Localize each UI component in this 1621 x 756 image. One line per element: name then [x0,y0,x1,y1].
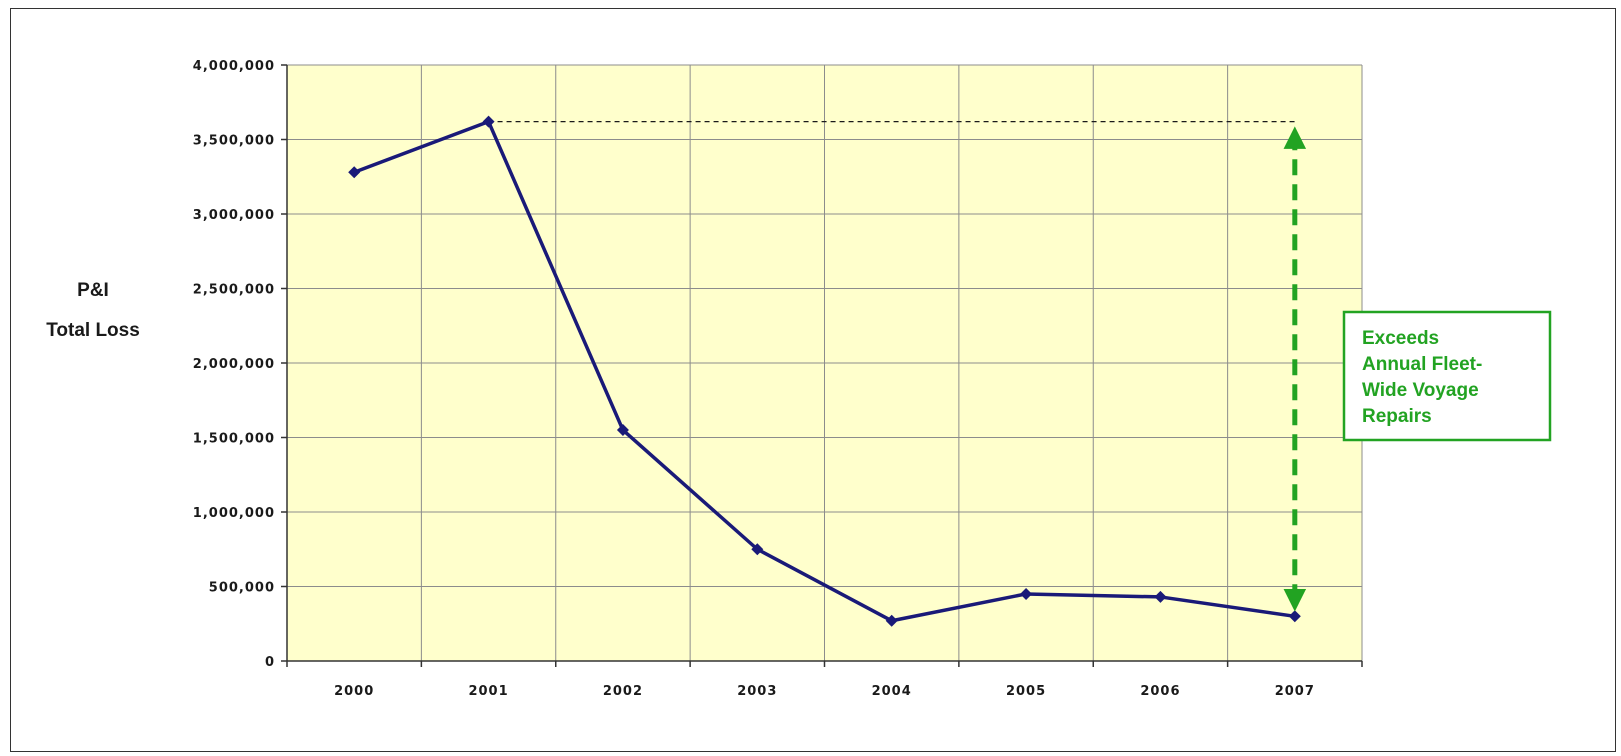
axes [281,64,1363,667]
annotation-line: Repairs [1362,406,1432,427]
x-tick-label: 2001 [468,684,508,699]
y-tick-label: 3,000,000 [193,208,275,223]
y-tick-label: 2,000,000 [193,357,275,372]
y-axis-label-line: P&I [77,280,109,301]
data-point-marker [751,543,764,556]
y-tick-label: 4,000,000 [193,59,275,74]
y-axis-label-line: Total Loss [46,320,140,341]
series-line [352,119,1297,623]
x-tick-label: 2004 [872,684,912,699]
y-axis-label: P&I Total Loss [46,280,140,341]
x-axis-tick-labels: 2000 2001 2002 2003 2004 2005 2006 2007 [334,684,1315,699]
x-tick-label: 2006 [1140,684,1180,699]
data-point-marker [348,166,361,179]
y-axis-tick-labels: 0 500,000 1,000,000 1,500,000 2,000,000 2,500… [193,59,275,670]
data-point-marker [885,614,898,627]
annotation-line: Annual Fleet- [1362,354,1482,375]
x-tick-label: 2005 [1006,684,1046,699]
data-point-marker [1154,590,1167,603]
plot-area [281,64,1363,667]
annotation-line: Wide Voyage [1362,380,1479,401]
annotation-line: Exceeds [1362,328,1439,349]
y-tick-label: 1,000,000 [193,506,275,521]
x-tick-label: 2000 [334,684,374,699]
x-tick-label: 2003 [737,684,777,699]
data-point-marker [482,115,495,128]
data-point-marker [1020,587,1033,600]
x-tick-label: 2002 [603,684,643,699]
series-layer [348,115,1301,627]
annotation-border [1342,310,1552,442]
data-point-marker [616,424,629,437]
annotation-box: Exceeds Annual Fleet- Wide Voyage Repair… [1342,310,1552,442]
data-point-marker [1288,610,1301,623]
y-tick-label: 500,000 [209,581,275,596]
y-tick-label: 0 [265,655,275,670]
x-tick-label: 2007 [1275,684,1315,699]
y-tick-label: 1,500,000 [193,432,275,447]
y-tick-label: 2,500,000 [193,283,275,298]
y-tick-label: 3,500,000 [193,134,275,149]
